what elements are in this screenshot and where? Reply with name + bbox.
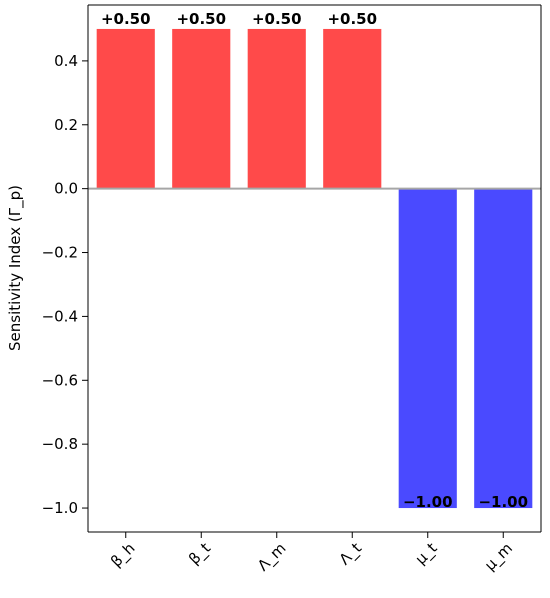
- x-tick-label-2: β_t: [185, 539, 215, 569]
- y-tick-label-7: −0.8: [42, 435, 78, 453]
- x-tick-label-1: β_h: [107, 539, 139, 571]
- bar-3: [247, 28, 306, 189]
- bar-4: [323, 28, 382, 189]
- data-label-2: +0.50: [176, 10, 226, 28]
- y-axis-title: Sensitivity Index (Γ_p): [6, 185, 25, 351]
- data-label-1: +0.50: [101, 10, 151, 28]
- y-tick-label-8: −1.0: [42, 499, 78, 517]
- y-tick-label-4: −0.2: [42, 244, 78, 262]
- data-label-3: +0.50: [252, 10, 302, 28]
- data-label-5: −1.00: [403, 493, 453, 511]
- bar-6: [474, 188, 533, 509]
- y-tick-label-1: 0.4: [54, 52, 78, 70]
- y-tick-label-3: 0.0: [54, 180, 78, 198]
- bar-1: [96, 28, 155, 189]
- y-tick-label-6: −0.6: [42, 371, 78, 389]
- x-tick-label-4: Λ_t: [336, 539, 366, 569]
- data-label-6: −1.00: [478, 493, 528, 511]
- x-tick-label-5: μ_t: [412, 539, 442, 569]
- y-tick-label-2: 0.2: [54, 116, 78, 134]
- x-tick-label-3: Λ_m: [254, 539, 290, 575]
- bar-2: [172, 28, 231, 189]
- bar-5: [398, 188, 457, 509]
- plot-area: +0.50 +0.50 +0.50 +0.50 −1.00 −1.00 0.4 0.2 0.0 −…: [42, 4, 542, 575]
- data-label-4: +0.50: [327, 10, 377, 28]
- y-tick-label-5: −0.4: [42, 307, 78, 325]
- x-tick-label-6: μ_m: [481, 539, 517, 575]
